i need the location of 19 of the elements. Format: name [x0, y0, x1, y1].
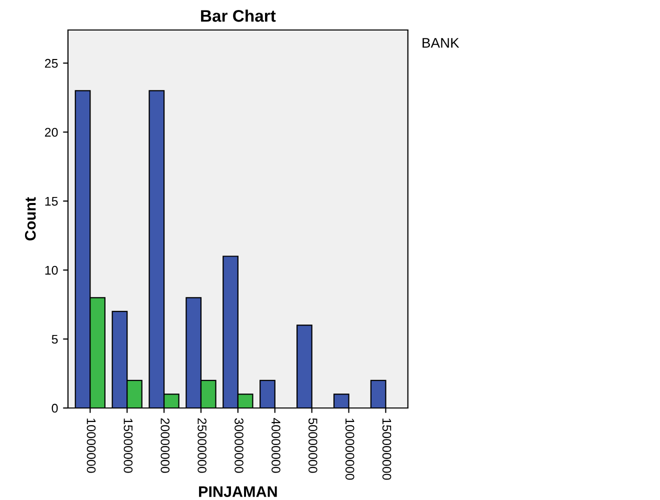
chart-title: Bar Chart: [201, 10, 276, 22]
y-tick-label: 0: [52, 404, 58, 413]
x-tick-label: 10000000: [86, 418, 96, 473]
x-tick-label: 100000000: [345, 418, 354, 480]
x-tick-label: 30000000: [234, 418, 244, 473]
x-axis-title: PINJAMAN: [199, 486, 277, 498]
y-tick-label: 15: [45, 196, 58, 206]
y-tick-label: 5: [52, 334, 58, 344]
x-tick-label: 40000000: [272, 418, 280, 473]
y-axis-title: Count: [24, 197, 36, 240]
x-tick-label: 15000000: [124, 418, 133, 473]
y-tick-label: 25: [44, 58, 58, 68]
x-tick-label: 50000000: [308, 418, 318, 473]
y-tick-label: 10: [45, 266, 58, 275]
y-tick-label: 20: [44, 128, 58, 137]
x-tick-label: 20000000: [160, 418, 170, 473]
x-tick-label: 25000000: [198, 418, 206, 473]
x-tick-label: 150000000: [382, 418, 392, 480]
legend-title: BANK: [422, 38, 460, 48]
